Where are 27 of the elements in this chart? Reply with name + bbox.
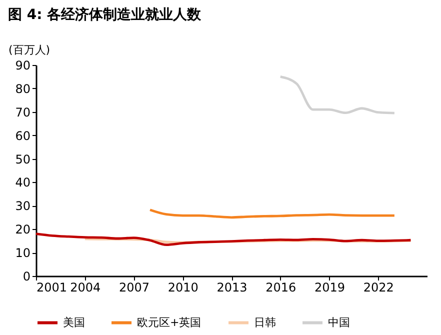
y-tick-label: 0 bbox=[22, 270, 30, 284]
line-series bbox=[148, 208, 396, 219]
y-tick-label: 20 bbox=[15, 222, 30, 237]
x-tick-label: 2007 bbox=[118, 280, 150, 294]
y-tick-label: 60 bbox=[15, 128, 30, 143]
legend-label: 日韩 bbox=[254, 316, 276, 329]
y-tick-label: 50 bbox=[15, 152, 30, 166]
y-tick-label: 30 bbox=[15, 199, 30, 214]
y-tick-label: 90 bbox=[15, 58, 30, 72]
x-tick-label: 2004 bbox=[70, 280, 101, 294]
line-series bbox=[279, 76, 396, 114]
x-tick-label: 2022 bbox=[363, 280, 394, 294]
x-tick-label: 2010 bbox=[168, 280, 198, 294]
legend-label: 欧元区+英国 bbox=[137, 316, 202, 329]
y-tick-label: 70 bbox=[15, 105, 30, 120]
y-axis-title: (百万人) bbox=[8, 44, 50, 56]
y-tick-label: 40 bbox=[15, 176, 30, 190]
x-tick-label: 2016 bbox=[266, 280, 296, 294]
x-tick-label: 2001 bbox=[36, 280, 68, 294]
chart-title: 图 4: 各经济体制造业就业人数 bbox=[8, 6, 202, 23]
y-tick-label: 80 bbox=[15, 82, 30, 96]
x-tick-label: 2019 bbox=[314, 280, 346, 294]
legend-label: 中国 bbox=[328, 316, 350, 329]
x-tick-label: 2013 bbox=[216, 280, 248, 294]
line-series bbox=[34, 232, 412, 246]
legend-label: 美国 bbox=[63, 316, 85, 329]
y-tick-label: 10 bbox=[15, 246, 30, 260]
